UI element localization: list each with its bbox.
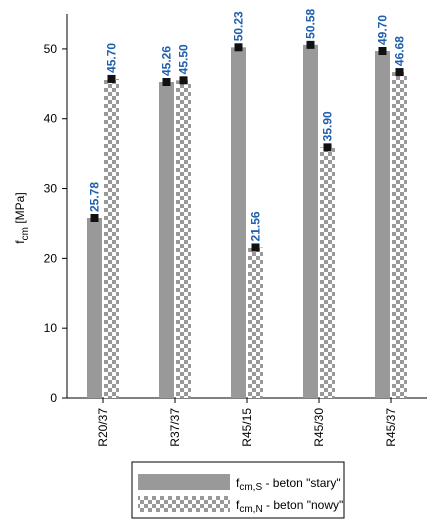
legend-label-series-n: fcm,N - beton "nowy" (236, 498, 343, 515)
y-axis-title: fcm [MPa] (13, 192, 31, 243)
x-tick-label: R45/37 (384, 408, 398, 447)
bar-series-s (87, 218, 102, 398)
legend-swatch-solid (138, 474, 230, 490)
x-tick-label: R45/15 (240, 408, 254, 447)
data-label: 45.26 (160, 46, 174, 76)
marks (90, 40, 404, 252)
y-tick-label: 50 (44, 42, 58, 56)
axes: 0 10 20 30 40 50 R20/37 R37/37 R45/15 R45/30 R45/3… (44, 14, 427, 447)
bar-series-s (375, 51, 390, 399)
x-tick-label: R20/37 (96, 408, 110, 447)
point-marker (107, 74, 116, 83)
point-marker (90, 214, 99, 223)
data-label: 50.23 (232, 11, 246, 41)
data-label: 45.50 (177, 44, 191, 74)
bar-series-n (176, 80, 191, 398)
bar-series-n (320, 147, 335, 398)
y-tick-label: 40 (44, 112, 58, 126)
bar-series-n (104, 78, 119, 398)
data-label: 46.68 (393, 36, 407, 66)
point-marker (378, 47, 387, 56)
bar-series-s (159, 82, 174, 399)
point-marker (395, 68, 404, 77)
point-marker (251, 243, 260, 252)
legend: fcm,S - beton "stary" fcm,N - beton "now… (131, 461, 345, 519)
data-label: 25.78 (88, 182, 102, 212)
y-tick-label: 20 (44, 251, 58, 265)
point-marker (162, 78, 171, 87)
data-label: 50.58 (304, 9, 318, 39)
bar-series-s (303, 44, 318, 399)
data-label: 45.70 (105, 43, 119, 73)
y-tick-label: 0 (50, 391, 57, 405)
x-tick-label: R37/37 (168, 408, 182, 447)
x-tick-label: R45/30 (312, 408, 326, 447)
bar-series-n (392, 72, 407, 398)
data-label: 49.70 (376, 15, 390, 45)
legend-label-series-s: fcm,S - beton "stary" (236, 476, 341, 493)
bar-series-n (248, 247, 263, 398)
bar-series-s (231, 47, 246, 398)
point-marker (179, 76, 188, 85)
point-marker (234, 43, 243, 52)
point-marker (323, 143, 332, 152)
legend-swatch-checker (138, 496, 230, 512)
y-tick-label: 10 (44, 321, 58, 335)
point-marker (306, 40, 315, 49)
y-tick-label: 30 (44, 182, 58, 196)
bars (87, 44, 407, 399)
data-label: 21.56 (249, 211, 263, 241)
data-label: 35.90 (321, 111, 335, 141)
data-labels: 25.78 45.70 45.26 45.50 50.23 21.56 50.58 35.90… (88, 9, 407, 242)
